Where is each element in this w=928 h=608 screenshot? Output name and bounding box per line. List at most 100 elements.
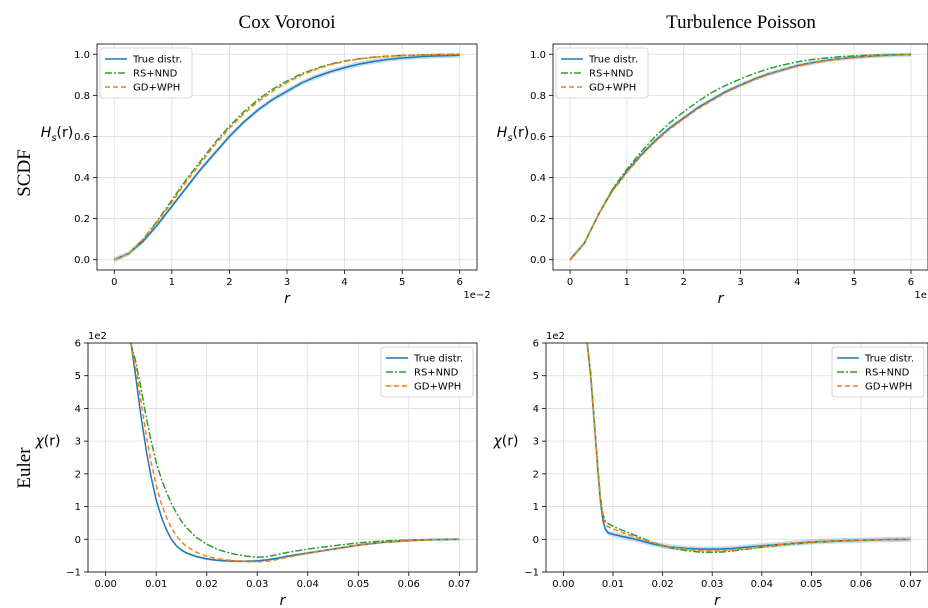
x-tick-label: 0.01 (602, 579, 624, 590)
series-group (586, 343, 911, 554)
y-tick-label: 1 (75, 502, 81, 513)
x-tick-label: 0.03 (701, 579, 723, 590)
x-tick-label: 0.00 (95, 579, 117, 590)
x-tick-label: 4 (794, 277, 800, 288)
y-axis-label: Hs(r) (41, 125, 73, 144)
series-line-gd (130, 343, 460, 563)
x-offset-text: 1e−2 (463, 290, 490, 301)
x-tick-label: 0.05 (800, 579, 822, 590)
x-tick-label: 2 (226, 277, 232, 288)
x-tick-label: 0 (111, 277, 117, 288)
legend: True distr. RS+NND GD+WPH (380, 346, 474, 398)
chart-scdf-cox-voronoi: 0 1 2 3 4 5 6 0.0 0.2 0.4 0.6 0.8 1.0 r Hs(r) 1e−2 True … (41, 43, 491, 307)
x-tick-label: 0 (567, 277, 573, 288)
x-offset-text: 1e−2 (914, 290, 928, 301)
x-tick-label: 0.04 (751, 579, 773, 590)
x-tick-label: 0.06 (850, 579, 872, 590)
x-tick-label: 0.02 (651, 579, 673, 590)
legend-label: GD+WPH (865, 382, 912, 393)
x-tick-label: 5 (851, 277, 857, 288)
chart-euler-turbulence-poisson: 0.00 0.01 0.02 0.03 0.04 0.05 0.06 0.07 −1 0 1 2 3 4 5… (493, 331, 928, 608)
y-tick-label: −1 (66, 568, 81, 579)
y-tick-label: 0.4 (530, 173, 546, 184)
y-tick-label: 0.6 (74, 132, 90, 143)
series-line-true (113, 54, 460, 261)
series-line-gd (569, 53, 911, 261)
y-tick-label: 0.0 (530, 255, 546, 266)
x-tick-label: 0.06 (398, 579, 420, 590)
y-tick-label: 4 (533, 404, 539, 415)
x-axis-label: r (718, 291, 725, 307)
y-tick-label: −1 (524, 568, 539, 579)
x-axis-label: r (284, 291, 291, 307)
y-tick-label: 0.8 (530, 91, 546, 102)
legend-box (555, 47, 649, 99)
series-line-gd (113, 53, 460, 261)
x-tick-label: 4 (341, 277, 347, 288)
y-tick-label: 0.6 (530, 132, 546, 143)
y-tick-label: 1 (533, 502, 539, 513)
row-title-2: Euler (14, 447, 35, 489)
y-tick-label: 6 (533, 339, 539, 350)
y-tick-label: 1.0 (530, 50, 546, 61)
y-tick-label: 3 (533, 437, 539, 448)
y-tick-label: 6 (75, 339, 81, 350)
legend-label: RS+NND (133, 69, 178, 80)
x-tick-label: 0.00 (552, 579, 574, 590)
y-tick-label: 0 (75, 535, 81, 546)
y-offset-text: 1e2 (88, 331, 107, 342)
y-tick-label: 0.4 (74, 173, 90, 184)
x-tick-label: 0.03 (246, 579, 268, 590)
series-line-rs (569, 53, 911, 261)
legend-label: True distr. (588, 55, 638, 66)
x-axis-label: r (280, 593, 287, 608)
series-line-rs (130, 343, 460, 559)
series-line-gd (586, 343, 911, 552)
legend: True distr. RS+NND GD+WPH (555, 47, 649, 99)
plot-frame (552, 43, 928, 271)
x-tick-label: 1 (624, 277, 630, 288)
column-title-1: Cox Voronoi (239, 12, 336, 33)
legend-label: GD+WPH (133, 83, 180, 94)
y-tick-label: 3 (75, 437, 81, 448)
legend-label: GD+WPH (414, 382, 461, 393)
y-offset-text: 1e2 (546, 331, 565, 342)
x-tick-label: 3 (737, 277, 743, 288)
y-tick-label: 5 (533, 371, 539, 382)
x-tick-label: 3 (284, 277, 290, 288)
legend: True distr. RS+NND GD+WPH (99, 47, 193, 99)
x-tick-label: 0.05 (347, 579, 369, 590)
legend-box (380, 346, 474, 398)
y-tick-label: 1.0 (74, 50, 90, 61)
y-axis-label: Hs(r) (497, 125, 529, 144)
y-tick-label: 4 (75, 404, 81, 415)
y-tick-label: 5 (75, 371, 81, 382)
y-axis-label: χ(r) (35, 434, 61, 450)
chart-scdf-turbulence-poisson: 0 1 2 3 4 5 6 0.0 0.2 0.4 0.6 0.8 1.0 r Hs(r) 1e−2 True … (497, 43, 928, 307)
y-axis-label: χ(r) (493, 434, 519, 450)
y-tick-label: 2 (75, 469, 81, 480)
x-tick-label: 6 (457, 277, 463, 288)
legend-label: RS+NND (865, 368, 910, 379)
legend-label: True distr. (132, 55, 182, 66)
x-tick-label: 5 (399, 277, 405, 288)
plot-frame (96, 43, 478, 271)
series-group (569, 52, 911, 262)
legend-label: True distr. (413, 354, 463, 365)
y-tick-label: 0.2 (530, 214, 546, 225)
legend-label: GD+WPH (589, 83, 636, 94)
x-tick-label: 0.04 (297, 579, 319, 590)
series-group (130, 343, 460, 563)
x-tick-label: 6 (908, 277, 914, 288)
chart-euler-cox-voronoi: 0.00 0.01 0.02 0.03 0.04 0.05 0.06 0.07 −1 0 1 2 3 4 5… (35, 331, 478, 608)
legend-label: RS+NND (589, 69, 634, 80)
series-group (113, 52, 460, 263)
x-tick-label: 1 (169, 277, 175, 288)
x-tick-label: 0.02 (196, 579, 218, 590)
legend-label: True distr. (864, 354, 914, 365)
y-tick-label: 0.2 (74, 214, 90, 225)
legend-label: RS+NND (414, 368, 459, 379)
x-axis-label: r (714, 593, 721, 608)
x-tick-label: 0.01 (145, 579, 167, 590)
